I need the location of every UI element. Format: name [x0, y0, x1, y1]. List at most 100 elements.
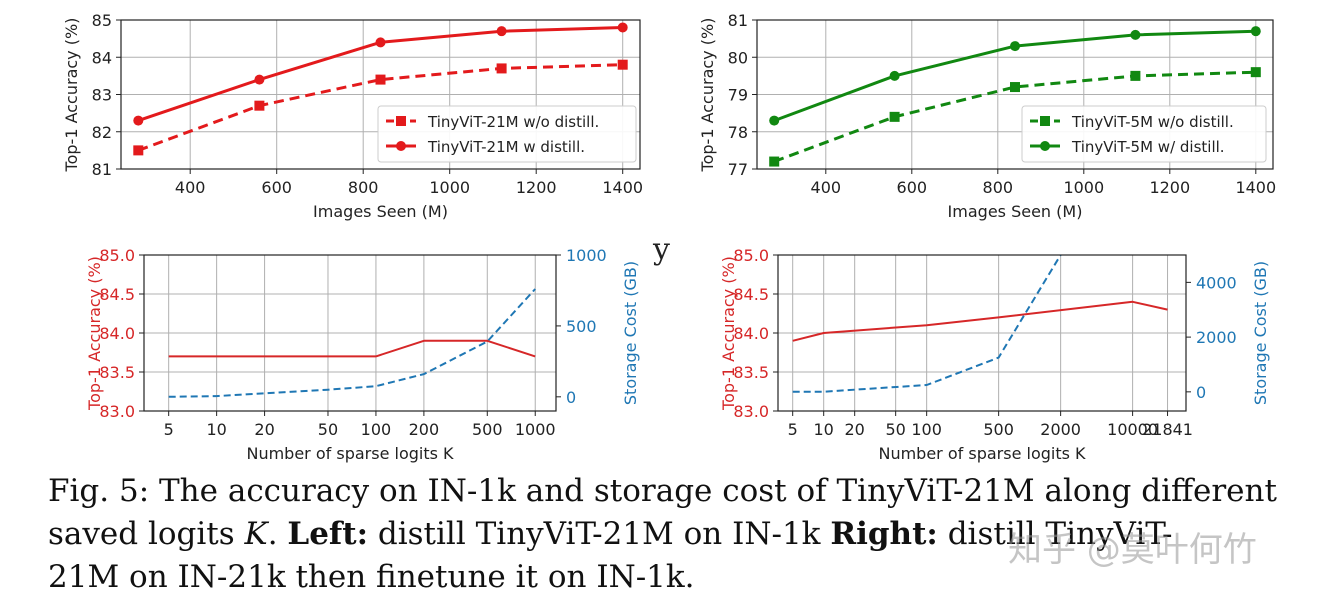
x-tick-label: 500	[472, 420, 503, 439]
x-tick-label: 200	[409, 420, 440, 439]
data-point-square	[254, 100, 265, 111]
watermark: 知乎 @莫叶何竹	[1008, 530, 1257, 570]
caption-k-symbol: K	[244, 516, 268, 552]
y2-axis-label: Storage Cost (GB)	[1251, 261, 1270, 405]
x-tick-label: 100	[361, 420, 392, 439]
x-tick-label: 1000	[1063, 178, 1104, 197]
top-left-chart	[116, 19, 641, 174]
caption-right-label: Right:	[830, 516, 938, 552]
x-axis-label: Images Seen (M)	[313, 202, 448, 221]
y2-tick-label: 2000	[1196, 328, 1237, 347]
y2-tick-label: 500	[566, 317, 597, 336]
caption-text: distill TinyViT-	[937, 516, 1173, 552]
legend-marker	[396, 116, 406, 126]
plot-frame	[120, 19, 641, 170]
x-tick-label: 50	[318, 420, 338, 439]
plot-frame	[777, 254, 1187, 412]
x-tick-label: 1400	[1235, 178, 1276, 197]
data-point-circle	[254, 74, 265, 85]
data-point-circle	[1250, 26, 1261, 37]
x-tick-label: 600	[897, 178, 928, 197]
top-right-chart	[752, 19, 1274, 174]
y-tick-label: 83.0	[99, 402, 135, 421]
x-tick-label: 21841	[1142, 420, 1193, 439]
x-tick-label: 20	[254, 420, 274, 439]
x-axis-label: Number of sparse logits K	[246, 444, 454, 463]
caption-line-1: Fig. 5: The accuracy on IN-1k and storag…	[48, 473, 1277, 509]
data-point-square	[375, 74, 386, 85]
legend-label: TinyViT-5M w/o distill.	[1071, 113, 1234, 131]
data-point-square	[1250, 67, 1261, 78]
bottom-right-chart	[773, 254, 1191, 416]
x-tick-label: 100	[911, 420, 942, 439]
x-tick-label: 5	[788, 420, 798, 439]
y-tick-label: 84.0	[733, 324, 769, 343]
y2-tick-label: 1000	[566, 246, 607, 265]
y-tick-label: 81	[92, 160, 112, 179]
data-point-square	[617, 59, 628, 70]
x-tick-label: 10000	[1107, 420, 1158, 439]
data-point-square	[496, 63, 507, 74]
data-point-circle	[375, 37, 386, 48]
y-tick-label: 77	[728, 160, 748, 179]
data-point-square	[1010, 82, 1020, 93]
y-tick-label: 85.0	[99, 246, 135, 265]
legend-box	[377, 105, 637, 163]
x-tick-label: 1000	[429, 178, 470, 197]
plot-frame	[143, 254, 557, 412]
caption-left-label: Left:	[287, 516, 369, 552]
figure-caption: Fig. 5: The accuracy on IN-1k and storag…	[48, 470, 1298, 599]
caption-text: .	[267, 516, 288, 552]
caption-text: saved logits	[48, 516, 245, 552]
legend-marker	[396, 141, 406, 151]
series-line	[792, 300, 1168, 342]
y-tick-label: 83.5	[733, 363, 769, 382]
x-tick-label: 1400	[602, 178, 643, 197]
plot-frame	[756, 19, 1274, 170]
y2-tick-label: 4000	[1196, 273, 1237, 292]
x-tick-label: 500	[983, 420, 1014, 439]
series-line	[168, 339, 536, 358]
y-axis-label: Top-1 Accuracy (%)	[719, 256, 738, 411]
y-axis-label: Top-1 Accuracy (%)	[698, 18, 717, 173]
series-group	[168, 288, 536, 398]
y-tick-label: 83	[92, 86, 112, 105]
y-tick-label: 80	[728, 48, 748, 67]
series-line	[792, 255, 1062, 393]
y-tick-label: 83.5	[99, 363, 135, 382]
x-tick-label: 400	[811, 178, 842, 197]
x-tick-label: 400	[175, 178, 206, 197]
data-point-square	[1130, 70, 1141, 81]
x-tick-label: 1000	[515, 420, 556, 439]
data-point-circle	[496, 26, 507, 37]
legend-marker	[1040, 141, 1050, 151]
y2-axis-label: Storage Cost (GB)	[621, 261, 640, 405]
y2-tick-label: 0	[566, 388, 576, 407]
data-point-circle	[1130, 29, 1141, 40]
data-point-square	[889, 111, 900, 122]
y-tick-label: 85.0	[733, 246, 769, 265]
x-tick-label: 800	[983, 178, 1014, 197]
y-tick-label: 81	[728, 11, 748, 30]
legend-label: TinyViT-21M w distill.	[427, 138, 585, 156]
y-axis-label: Top-1 Accuracy (%)	[85, 256, 104, 411]
y-tick-label: 84.5	[99, 285, 135, 304]
y-tick-label: 84.5	[733, 285, 769, 304]
legend-label: TinyViT-21M w/o distill.	[427, 113, 599, 131]
data-point-circle	[1010, 41, 1020, 52]
legend-label: TinyViT-5M w/ distill.	[1071, 138, 1225, 156]
y-axis-label: Top-1 Accuracy (%)	[62, 18, 81, 173]
x-tick-label: 10	[814, 420, 834, 439]
data-point-square	[133, 145, 144, 156]
x-axis-label: Number of sparse logits K	[878, 444, 1086, 463]
y-tick-label: 82	[92, 123, 112, 142]
y2-tick-label: 0	[1196, 383, 1206, 402]
caption-text: distill TinyViT-21M on IN-1k	[368, 516, 831, 552]
y-tick-label: 84	[92, 48, 112, 67]
x-tick-label: 20	[845, 420, 865, 439]
legend-box	[1021, 105, 1267, 163]
x-tick-label: 5	[164, 420, 174, 439]
caption-line-3: 21M on IN-21k then finetune it on IN-1k.	[48, 559, 695, 595]
y-tick-label: 83.0	[733, 402, 769, 421]
